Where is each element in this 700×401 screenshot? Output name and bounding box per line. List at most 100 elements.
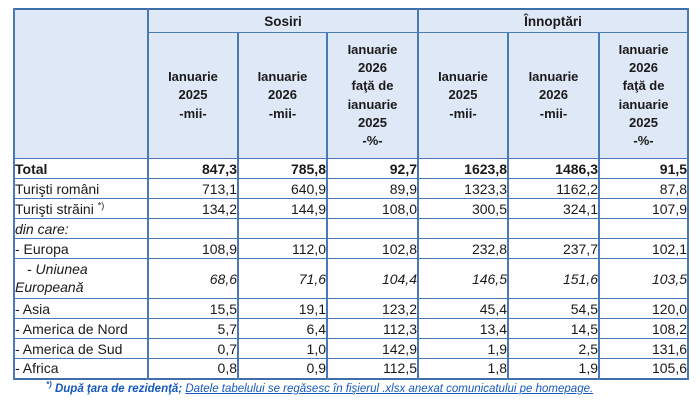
row-label: - America de Sud: [13, 338, 149, 359]
cell-value: 1162,2: [507, 178, 600, 199]
cell-value: 92,7: [326, 158, 419, 179]
cell-value: 112,3: [326, 318, 419, 339]
footnote: *) După ţara de rezidenţă; Datele tabelu…: [46, 380, 593, 395]
cell-value: 131,6: [597, 338, 690, 359]
cell-value: 1,9: [507, 358, 600, 379]
cell-value: 0,8: [147, 358, 239, 379]
column-header-row: Ianuarie 2025 -mii- Ianuarie 2026 -mii- …: [14, 32, 690, 159]
row-label-text: - Uniunea Europeană: [15, 261, 88, 295]
cell-value: [326, 218, 419, 239]
cell-value: 68,6: [147, 258, 239, 299]
cell-value: 71,6: [237, 258, 328, 299]
cell-value: 5,7: [147, 318, 239, 339]
row-label: - Africa: [13, 358, 149, 379]
cell-value: 0,7: [147, 338, 239, 359]
cell-value: 300,5: [417, 198, 509, 219]
cell-value: 151,6: [507, 258, 600, 299]
cell-value: 87,8: [597, 178, 690, 199]
cell-value: 120,0: [597, 298, 690, 319]
cell-value: 54,5: [507, 298, 600, 319]
row-label: - Europa: [13, 238, 149, 259]
cell-value: 104,4: [326, 258, 419, 299]
table-row-europa: - Europa 108,9 112,0 102,8 232,8 237,7 1…: [13, 238, 690, 259]
col-header-sosiri-2025: Ianuarie 2025 -mii-: [147, 32, 239, 159]
cell-value: 89,9: [326, 178, 419, 199]
cell-value: 14,5: [507, 318, 600, 339]
col-header-innoptari-2025: Ianuarie 2025 -mii-: [417, 32, 509, 159]
cell-value: 640,9: [237, 178, 328, 199]
col-header-innoptari-2026: Ianuarie 2026 -mii-: [507, 32, 600, 159]
cell-value: 103,5: [597, 258, 690, 299]
cell-value: 146,5: [417, 258, 509, 299]
row-label: - Asia: [13, 298, 149, 319]
group-header-sosiri: Sosiri: [147, 8, 419, 33]
cell-value: 142,9: [326, 338, 419, 359]
cell-value: 108,2: [597, 318, 690, 339]
table-row-uniunea-europeana: - Uniunea Europeană 68,6 71,6 104,4 146,…: [13, 258, 690, 299]
footnote-marker: *): [97, 199, 105, 210]
cell-value: 102,1: [597, 238, 690, 259]
footnote-text: După ţara de rezidenţă;: [51, 382, 186, 395]
tourism-table: Sosiri Înnoptări Ianuarie 2025 -mii- Ian…: [13, 8, 690, 380]
cell-value: 15,5: [147, 298, 239, 319]
row-label: Turişti străini *): [13, 198, 149, 219]
table-row-america-de-sud: - America de Sud 0,7 1,0 142,9 1,9 2,5 1…: [13, 338, 690, 359]
cell-value: [147, 218, 239, 239]
cell-value: 0,9: [237, 358, 328, 379]
col-header-sosiri-2026: Ianuarie 2026 -mii-: [237, 32, 328, 159]
cell-value: 785,8: [237, 158, 328, 179]
row-label: - America de Nord: [13, 318, 149, 339]
footnote-link[interactable]: Datele tabelului se regăsesc în fişierul…: [185, 382, 594, 395]
footnote-marker: *): [46, 380, 52, 389]
cell-value: 19,1: [237, 298, 328, 319]
cell-value: 13,4: [417, 318, 509, 339]
corner-cell: [13, 8, 149, 159]
cell-value: 1,9: [417, 338, 509, 359]
cell-value: 112,0: [237, 238, 328, 259]
cell-value: 123,2: [326, 298, 419, 319]
table-row-total: Total 847,3 785,8 92,7 1623,8 1486,3 91,…: [13, 158, 690, 179]
cell-value: 144,9: [237, 198, 328, 219]
cell-value: 1,8: [417, 358, 509, 379]
cell-value: [417, 218, 509, 239]
cell-value: [237, 218, 328, 239]
cell-value: 1486,3: [507, 158, 600, 179]
cell-value: [507, 218, 600, 239]
row-label: Turişti români: [13, 178, 149, 199]
cell-value: 134,2: [147, 198, 239, 219]
row-label: din care:: [13, 218, 149, 239]
table-row-turisti-straini: Turişti străini *) 134,2 144,9 108,0 300…: [13, 198, 690, 219]
table-row-turisti-romani: Turişti români 713,1 640,9 89,9 1323,3 1…: [13, 178, 690, 199]
cell-value: 112,5: [326, 358, 419, 379]
cell-value: 1623,8: [417, 158, 509, 179]
table-row-america-de-nord: - America de Nord 5,7 6,4 112,3 13,4 14,…: [13, 318, 690, 339]
cell-value: 45,4: [417, 298, 509, 319]
cell-value: 324,1: [507, 198, 600, 219]
cell-value: 91,5: [597, 158, 690, 179]
cell-value: 1323,3: [417, 178, 509, 199]
cell-value: 237,7: [507, 238, 600, 259]
cell-value: 107,9: [597, 198, 690, 219]
table-row-africa: - Africa 0,8 0,9 112,5 1,8 1,9 105,6: [13, 358, 690, 379]
group-header-row: Sosiri Înnoptări: [13, 8, 690, 159]
col-header-sosiri-pct: Ianuarie 2026 faţă de ianuarie 2025 -%-: [326, 32, 419, 159]
cell-value: 1,0: [237, 338, 328, 359]
cell-value: 102,8: [326, 238, 419, 259]
row-label: Total: [13, 158, 149, 179]
cell-value: 713,1: [147, 178, 239, 199]
cell-value: 847,3: [147, 158, 239, 179]
cell-value: 105,6: [597, 358, 690, 379]
cell-value: 108,0: [326, 198, 419, 219]
row-label: - Uniunea Europeană: [13, 258, 149, 299]
table-row-asia: - Asia 15,5 19,1 123,2 45,4 54,5 120,0: [13, 298, 690, 319]
cell-value: 232,8: [417, 238, 509, 259]
col-header-innoptari-pct: Ianuarie 2026 faţă de ianuarie 2025 -%-: [597, 32, 690, 159]
row-label-text: Turişti străini: [15, 200, 94, 217]
cell-value: 108,9: [147, 238, 239, 259]
table-row-din-care: din care:: [13, 218, 690, 239]
cell-value: 6,4: [237, 318, 328, 339]
cell-value: 2,5: [507, 338, 600, 359]
cell-value: [597, 218, 690, 239]
group-header-innoptari: Înnoptări: [416, 8, 690, 33]
